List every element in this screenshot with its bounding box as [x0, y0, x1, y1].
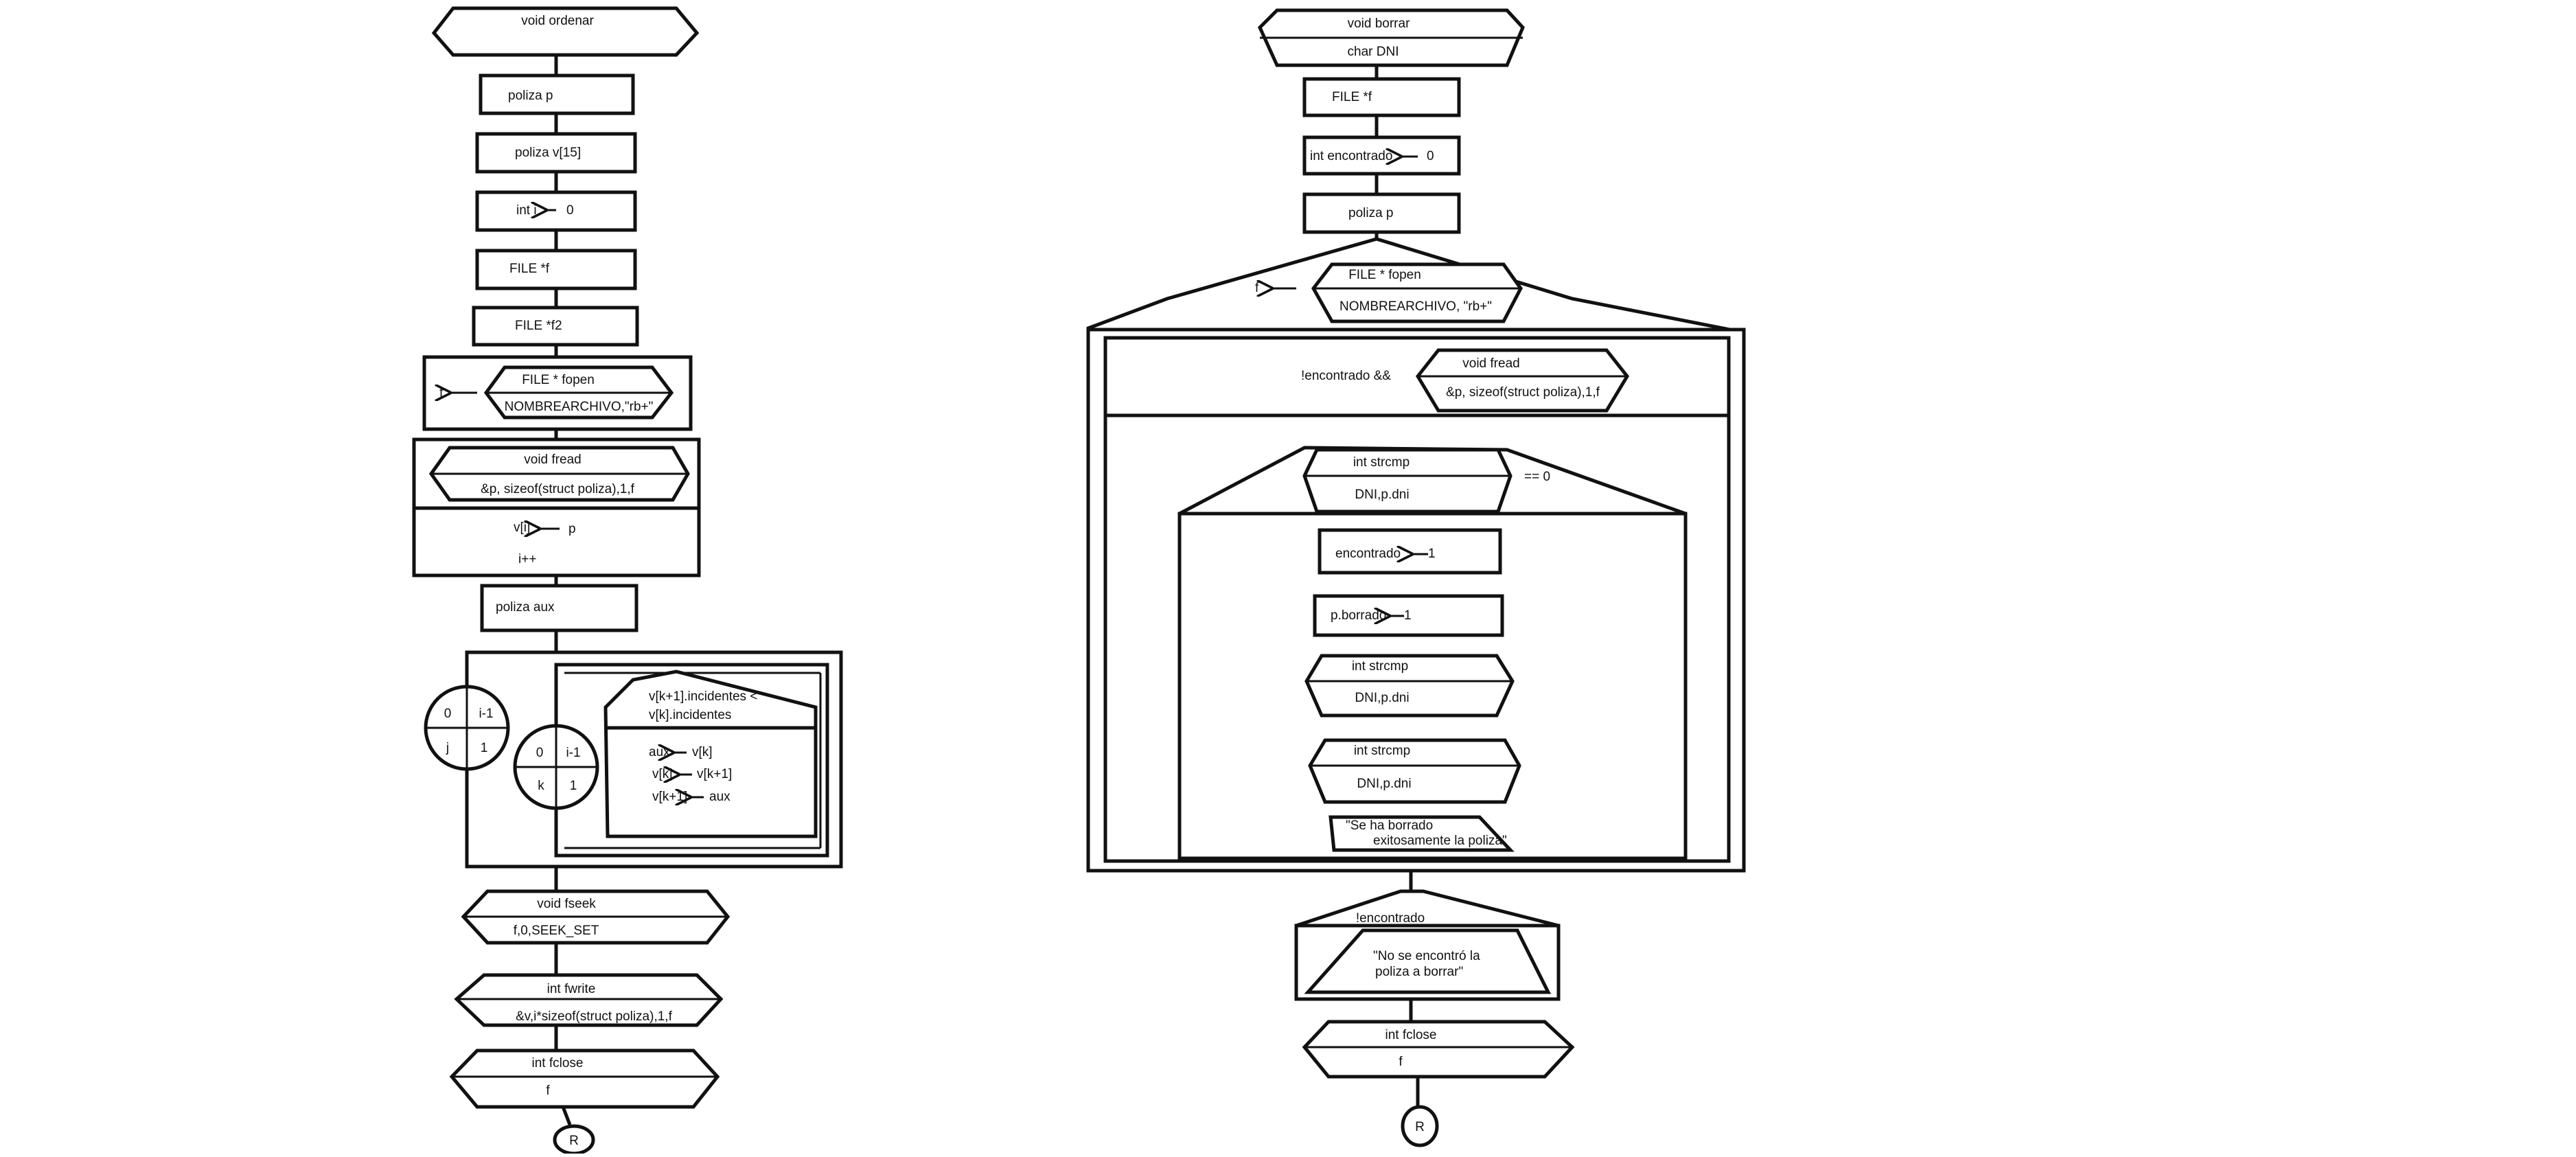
borrar-fclose-shape: [1302, 1020, 1575, 1079]
ordenar-end-label: R: [569, 1134, 579, 1148]
fopen-args: NOMBREARCHIVO,"rb+": [505, 400, 654, 414]
for-outer-step: 1: [481, 741, 488, 755]
decl-f2-box: [472, 306, 639, 347]
if-cond-line1: v[k+1].incidentes <: [649, 689, 757, 704]
borrar-header-param: char DNI: [1348, 45, 1399, 59]
fread-args: &p, sizeof(struct poliza),1,f: [481, 482, 635, 496]
decl-encontrado-value: 0: [1427, 149, 1434, 163]
borrar-end-connector: [1401, 1105, 1439, 1147]
borrar-decl-f-text: FILE *f: [1332, 90, 1372, 104]
fclose-shape: [449, 1049, 720, 1109]
decl-i-value: 0: [566, 203, 574, 218]
assign-borrado-value: 1: [1404, 608, 1412, 623]
if-swap-box: [603, 669, 818, 838]
if-not-found-condition: !encontrado: [1356, 911, 1425, 926]
assign-borrado-target: p.borrado: [1331, 608, 1386, 623]
decl-p-box: [479, 73, 635, 115]
decl-aux-text: poliza aux: [496, 600, 555, 615]
borrar-fopen-func: FILE * fopen: [1348, 268, 1421, 282]
decl-f-box: [475, 249, 637, 290]
fseek-func: void fseek: [537, 897, 596, 911]
for-inner-end: i-1: [566, 746, 580, 760]
borrar-decl-f-box: [1302, 77, 1461, 117]
borrar-header-title: void borrar: [1348, 16, 1410, 31]
fwrite-args: &v,i*sizeof(struct poliza),1,f: [516, 1009, 672, 1024]
decl-v-box: [475, 132, 637, 174]
swap1-target: aux: [649, 745, 670, 759]
output-success-line1: "Se ha borrado: [1346, 818, 1433, 833]
borrar-decl-p-text: poliza p: [1348, 206, 1394, 220]
fwrite-func: int fwrite: [547, 982, 596, 996]
fclose-func: int fclose: [532, 1056, 584, 1070]
swap1-value: v[k]: [692, 745, 713, 759]
assign-borrado-box: [1313, 594, 1504, 637]
decl-encontrado-box: [1302, 135, 1461, 176]
strcmp3-shape: [1308, 738, 1521, 804]
borrar-fread-func: void fread: [1462, 356, 1519, 371]
strcmp1-func: int strcmp: [1353, 455, 1410, 470]
for-inner-var: k: [538, 779, 544, 793]
output-success-shape: [1329, 815, 1515, 852]
borrar-fopen-args: NOMBREARCHIVO, "rb+": [1339, 299, 1492, 314]
borrar-end-label: R: [1415, 1120, 1425, 1134]
for-outer-start: 0: [444, 707, 452, 721]
swap3-target: v[k+1]: [652, 790, 687, 804]
borrar-fread-call: [1415, 348, 1630, 413]
strcmp3-args: DNI,p.dni: [1357, 777, 1411, 791]
assign-vi-value: p: [568, 522, 576, 536]
borrar-diagram: void borrar char DNI FILE *f int encontr…: [1086, 8, 1746, 1147]
strcmp1-compare: == 0: [1524, 470, 1550, 484]
fclose-args: f: [546, 1084, 550, 1098]
swap2-target: v[k]: [652, 767, 673, 781]
decl-i-name: int i: [516, 203, 537, 218]
fopen-target: f: [439, 386, 444, 400]
strcmp1-args: DNI,p.dni: [1355, 488, 1409, 502]
fread-func: void fread: [524, 453, 581, 467]
if-not-found-roof: [1296, 889, 1559, 928]
swap2-value: v[k+1]: [697, 767, 732, 781]
decl-aux-box: [480, 584, 639, 632]
strcmp2-func: int strcmp: [1352, 659, 1408, 674]
assign-encontrado-target: encontrado: [1335, 547, 1401, 561]
strcmp3-func: int strcmp: [1354, 744, 1410, 758]
borrar-fread-args: &p, sizeof(struct poliza),1,f: [1446, 385, 1600, 400]
for-inner-step: 1: [570, 779, 577, 793]
ordenar-diagram: void ordenar poliza p poliza v[15] int i…: [412, 6, 843, 1156]
strcmp2-shape: [1304, 654, 1515, 718]
decl-v-text: poliza v[15]: [515, 146, 581, 160]
for-inner-start: 0: [536, 746, 544, 760]
swap3-value: aux: [709, 790, 731, 804]
borrar-decl-p-box: [1302, 192, 1461, 234]
output-success-line2: exitosamente la poliza": [1373, 834, 1507, 848]
decl-p-text: poliza p: [508, 89, 553, 103]
not-found-line1: "No se encontró la: [1373, 949, 1480, 963]
if-cond-line2: v[k].incidentes: [649, 708, 731, 722]
while-prefix: !encontrado &&: [1301, 369, 1391, 383]
fseek-args: f,0,SEEK_SET: [514, 924, 599, 938]
increment-text: i++: [518, 552, 536, 566]
strcmp2-args: DNI,p.dni: [1355, 691, 1409, 705]
fopen-func: FILE * fopen: [522, 373, 595, 387]
borrar-while-inner: [1103, 336, 1731, 863]
ordenar-header-shape: [431, 6, 700, 57]
assign-encontrado-box: [1318, 528, 1502, 575]
decl-f2-text: FILE *f2: [515, 319, 562, 333]
borrar-fclose-args: f: [1399, 1055, 1403, 1069]
borrar-fopen-target: f: [1255, 281, 1259, 295]
not-found-output-shape: [1304, 928, 1552, 994]
assign-vi-target: v[i]: [514, 520, 530, 535]
for-outer-var: j: [446, 741, 449, 755]
not-found-line2: poliza a borrar": [1375, 965, 1463, 979]
ordenar-header-title: void ordenar: [521, 14, 594, 28]
decl-f-text: FILE *f: [509, 262, 550, 276]
assign-encontrado-value: 1: [1428, 547, 1436, 561]
decl-encontrado-name: int encontrado: [1310, 149, 1392, 163]
for-outer-end: i-1: [479, 707, 493, 721]
borrar-fclose-func: int fclose: [1385, 1028, 1437, 1042]
